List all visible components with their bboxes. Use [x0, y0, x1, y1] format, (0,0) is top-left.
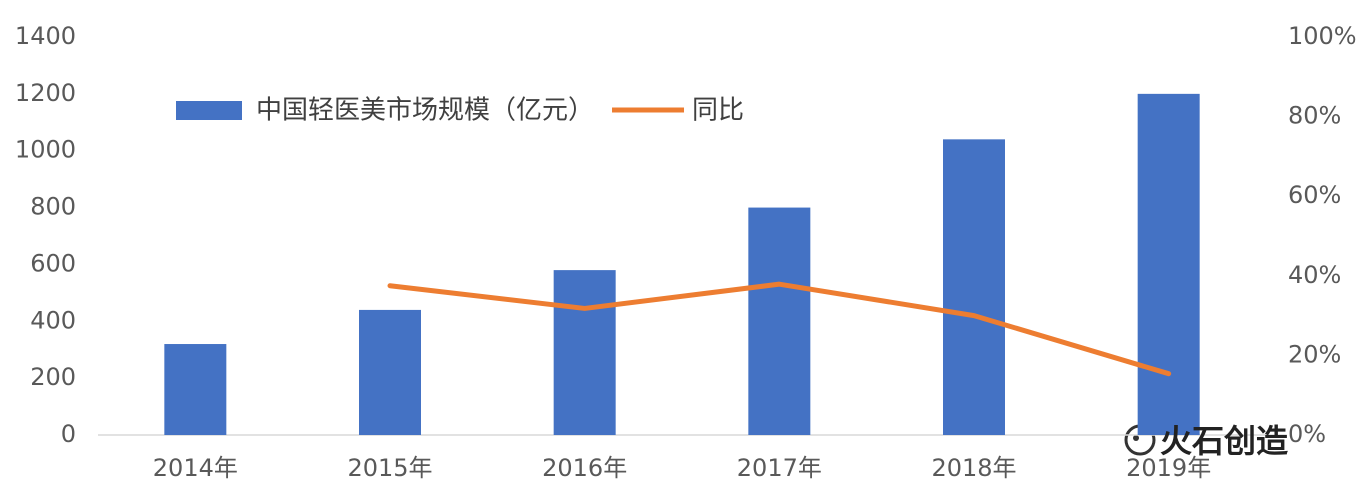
bar: [943, 139, 1005, 436]
bar: [164, 344, 227, 435]
y2-tick-label: 100%: [1288, 22, 1357, 50]
x-tick-label: 2019年: [1126, 454, 1211, 482]
watermark: 火石创造: [1160, 422, 1288, 460]
y-tick-label: 600: [30, 249, 76, 277]
y-tick-label: 200: [30, 363, 76, 391]
y-tick-label: 1200: [15, 79, 76, 107]
legend-label: 同比: [692, 96, 744, 126]
y2-tick-label: 80%: [1288, 102, 1341, 130]
y2-tick-label: 20%: [1288, 340, 1341, 368]
legend-label: 中国轻医美市场规模（亿元）: [256, 96, 594, 126]
y2-tick-label: 60%: [1288, 181, 1341, 209]
bar: [748, 207, 811, 435]
y-tick-label: 1000: [15, 136, 76, 164]
line: [387, 281, 1172, 377]
x-tick-label: 2015年: [347, 454, 432, 482]
y2-tick-label: 0%: [1288, 420, 1326, 448]
bar: [359, 309, 421, 435]
y-tick-label: 0: [61, 420, 76, 448]
x-tick-label: 2017年: [737, 454, 822, 482]
x-tick-label: 2016年: [542, 454, 627, 482]
bar: [553, 270, 616, 435]
y-tick-label: 400: [30, 306, 76, 334]
x-tick-label: 2014年: [153, 454, 238, 482]
y2-tick-label: 40%: [1288, 261, 1341, 289]
y-tick-label: 800: [30, 193, 76, 221]
legend-swatch: [176, 101, 242, 120]
bar: [1137, 93, 1200, 435]
x-tick-label: 2018年: [931, 454, 1016, 482]
y-tick-label: 1400: [15, 22, 76, 50]
